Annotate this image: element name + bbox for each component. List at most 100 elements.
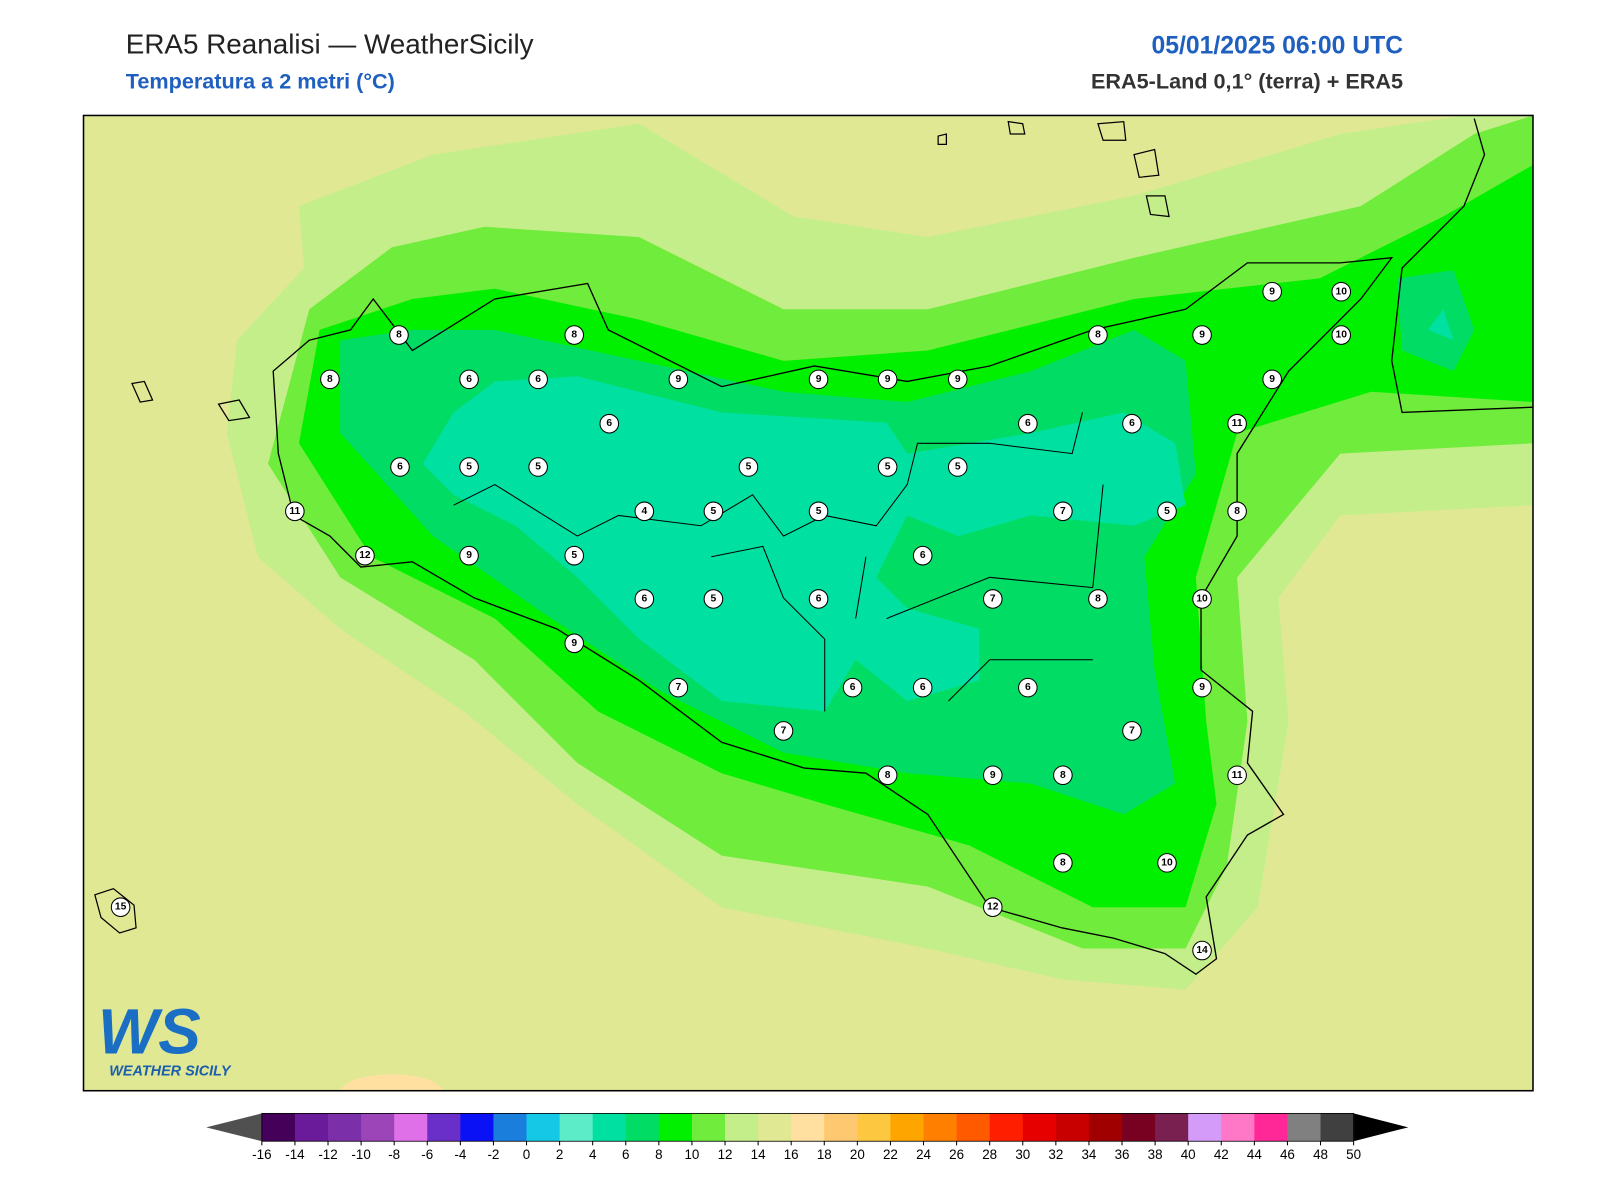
- colorbar-tick-label: 26: [949, 1147, 964, 1162]
- colorbar-segment: [923, 1113, 958, 1142]
- station-marker: [1088, 589, 1108, 609]
- station-marker: [808, 501, 829, 522]
- colorbar-segment: [1055, 1113, 1090, 1142]
- colorbar-tick-label: 4: [589, 1147, 597, 1162]
- station-value: 8: [1060, 857, 1066, 868]
- colorbar-segment: [625, 1113, 660, 1142]
- subtitle: Temperatura a 2 metri (°C): [126, 69, 395, 94]
- station-marker: [528, 457, 548, 477]
- station-marker: [703, 501, 724, 522]
- map-area: [83, 115, 1533, 1091]
- colorbar-tick-label: -16: [252, 1147, 271, 1162]
- station-value: 10: [1161, 857, 1173, 868]
- colorbar-segment: [1188, 1113, 1222, 1142]
- station-marker: [877, 457, 898, 477]
- station-marker: [389, 325, 409, 345]
- title: ERA5 Reanalisi — WeatherSicily: [126, 29, 534, 60]
- station-value: 6: [466, 374, 472, 385]
- station-value: 10: [1336, 286, 1348, 297]
- station-value: 5: [816, 506, 822, 517]
- station-value: 6: [535, 374, 541, 385]
- station-marker: [982, 765, 1003, 786]
- colorbar-tick-label: -14: [285, 1147, 305, 1162]
- station-marker: [1122, 413, 1142, 434]
- colorbar-tick-label: 16: [784, 1147, 799, 1162]
- colorbar-segment: [824, 1113, 858, 1142]
- station-marker: [390, 457, 410, 477]
- station-marker: [1053, 853, 1073, 873]
- station-marker: [564, 325, 585, 345]
- colorbar-segment: [956, 1113, 991, 1142]
- station-marker: [668, 369, 689, 390]
- station-value: 6: [920, 550, 926, 561]
- station-value: 9: [885, 374, 891, 385]
- colorbar-tick-label: 50: [1346, 1147, 1361, 1162]
- station-marker: [1157, 853, 1177, 873]
- logo-name: WEATHER SICILY: [109, 1063, 232, 1079]
- colorbar-tick-label: -8: [388, 1147, 400, 1162]
- logo: WS WEATHER SICILY: [98, 996, 232, 1080]
- datetime: 05/01/2025 06:00 UTC: [1151, 33, 1403, 60]
- station-value: 7: [990, 593, 996, 604]
- colorbar-segment: [427, 1113, 461, 1142]
- station-marker: [1192, 325, 1212, 345]
- station-value: 5: [711, 506, 717, 517]
- station-value: 10: [1336, 330, 1348, 341]
- station-value: 5: [711, 593, 717, 604]
- colorbar-segment: [791, 1113, 825, 1142]
- station-value: 7: [675, 682, 681, 693]
- colorbar-tick-label: 30: [1015, 1147, 1030, 1162]
- station-value: 5: [746, 462, 752, 473]
- band-4-6: [422, 376, 1186, 712]
- colorbar-tick-label: 48: [1313, 1147, 1328, 1162]
- map-frame: [82, 114, 1534, 1092]
- station-value: 9: [1199, 682, 1205, 693]
- colorbar-tick-label: -10: [351, 1147, 370, 1162]
- colorbar-segment: [691, 1113, 726, 1142]
- station-value: 9: [1199, 330, 1205, 341]
- station-value: 15: [115, 902, 127, 913]
- station-value: 11: [1232, 418, 1243, 429]
- station-marker: [808, 369, 829, 390]
- colorbar-segment: [493, 1113, 528, 1142]
- station-value: 9: [675, 374, 681, 385]
- station-marker: [1157, 501, 1177, 522]
- station-marker: [459, 545, 479, 566]
- station-marker: [1192, 677, 1212, 698]
- colorbar-tick-label: 32: [1048, 1147, 1063, 1162]
- colorbar-segment: [725, 1113, 759, 1142]
- station-value: 6: [606, 418, 612, 429]
- colorbar-tick-label: 36: [1115, 1147, 1130, 1162]
- station-marker: [1053, 765, 1073, 786]
- colorbar-segment: [394, 1113, 428, 1142]
- station-value: 6: [1129, 418, 1135, 429]
- station-value: 8: [396, 330, 402, 341]
- station-marker: [564, 545, 585, 566]
- station-value: 14: [1196, 945, 1208, 956]
- station-value: 7: [1129, 725, 1135, 736]
- station-marker: [1018, 677, 1038, 698]
- colorbar-tick-label: 12: [718, 1147, 733, 1162]
- colorbar-segment: [1155, 1113, 1189, 1142]
- station-marker: [773, 721, 794, 741]
- station-value: 6: [1025, 682, 1031, 693]
- colorbar-tick-label: 10: [684, 1147, 699, 1162]
- colorbar-tick-label: -2: [487, 1147, 499, 1162]
- station-value: 8: [1095, 330, 1101, 341]
- station-marker: [1262, 369, 1282, 390]
- station-value: 9: [990, 770, 996, 781]
- station-value: 6: [1025, 418, 1031, 429]
- colorbar-segment: [592, 1113, 627, 1142]
- station-value: 5: [535, 462, 541, 473]
- station-marker: [738, 457, 759, 477]
- station-marker: [1018, 413, 1038, 434]
- station-marker: [668, 677, 689, 698]
- colorbar-tick-label: 42: [1214, 1147, 1229, 1162]
- station-value: 7: [781, 725, 787, 736]
- station-marker: [877, 369, 898, 390]
- station-value: 6: [641, 593, 647, 604]
- station-marker: [912, 677, 933, 698]
- colorbar-tick-label: 38: [1148, 1147, 1163, 1162]
- colorbar-segment: [559, 1113, 594, 1142]
